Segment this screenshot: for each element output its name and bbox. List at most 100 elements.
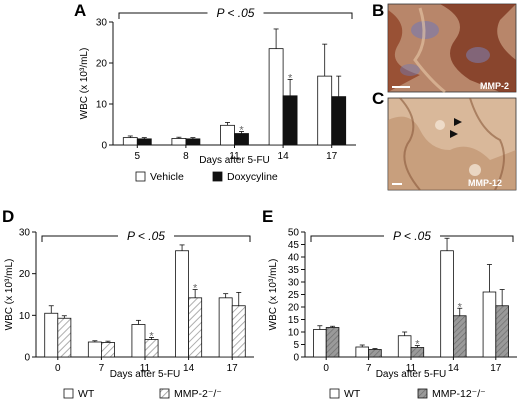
bar xyxy=(397,335,412,358)
micrograph-c: MMP-12 xyxy=(387,97,517,191)
significance-label: P < .05 xyxy=(393,229,431,243)
x-tick-label: 8 xyxy=(183,151,189,162)
bar xyxy=(44,312,59,358)
y-axis-label: WBC (x 10³/mL) xyxy=(79,48,90,120)
panel-letter-E: E xyxy=(262,207,273,226)
x-tick-label: 0 xyxy=(55,363,61,374)
y-tick-label: 40 xyxy=(288,253,300,264)
y-tick-label: 20 xyxy=(288,303,300,314)
micrograph-c-label: MMP-12 xyxy=(468,178,502,188)
x-tick-label: 11 xyxy=(140,363,151,374)
x-tick-label: 17 xyxy=(227,363,239,374)
x-tick-label: 11 xyxy=(406,363,417,374)
y-tick-label: 20 xyxy=(19,269,31,280)
bar xyxy=(325,327,340,358)
bar xyxy=(317,75,333,146)
x-tick-label: 5 xyxy=(135,151,141,162)
x-tick-label: 17 xyxy=(490,363,502,374)
y-tick-label: 10 xyxy=(288,328,300,339)
x-tick-label: 14 xyxy=(448,363,460,374)
legend-label: MMP-2⁻/⁻ xyxy=(174,388,222,400)
significance-label: P < .05 xyxy=(127,229,165,243)
legend-label: WT xyxy=(344,388,361,400)
significance-label-bg xyxy=(118,229,174,243)
bar xyxy=(495,305,509,358)
significance-star: * xyxy=(288,72,293,84)
micrograph-b-label: MMP-2 xyxy=(480,81,509,91)
significance-label-bg xyxy=(207,6,264,20)
x-tick-label: 0 xyxy=(323,363,329,374)
x-axis-label: Days after 5-FU xyxy=(199,155,270,166)
y-tick-label: 50 xyxy=(288,228,300,239)
significance-star: * xyxy=(239,124,244,136)
y-axis-label: WBC (x 10³/mL) xyxy=(4,259,15,331)
bar xyxy=(452,315,467,358)
bar xyxy=(57,317,72,358)
bar xyxy=(131,324,146,358)
y-tick-label: 0 xyxy=(293,353,299,364)
x-tick-label: 7 xyxy=(99,363,105,374)
y-tick-label: 15 xyxy=(288,315,300,326)
legend-swatch xyxy=(212,171,223,182)
micrograph-b: MMP-2 xyxy=(387,3,517,94)
x-axis-label: Days after 5-FU xyxy=(110,369,181,380)
x-tick-label: 7 xyxy=(366,363,372,374)
y-tick-label: 10 xyxy=(19,311,31,322)
x-axis-label: Days after 5-FU xyxy=(376,369,447,380)
y-tick-label: 20 xyxy=(96,59,108,70)
significance-star: * xyxy=(415,339,420,351)
significance-star: * xyxy=(458,301,463,313)
bar xyxy=(482,291,497,358)
bar xyxy=(171,138,187,146)
legend-swatch xyxy=(135,171,146,182)
x-tick-label: 17 xyxy=(326,151,338,162)
significance-label: P < .05 xyxy=(217,6,255,20)
significance-star: * xyxy=(149,330,154,342)
chart-a: 0 10 20 30 WBC (x 10³/mL) 5 8 11 14 17 * * P < .05 Da… xyxy=(79,6,356,183)
bar xyxy=(188,297,203,358)
panel-letter-B: B xyxy=(372,1,384,20)
bar xyxy=(175,250,190,358)
legend-swatch xyxy=(329,388,340,399)
bar xyxy=(101,342,115,358)
bar xyxy=(355,346,370,358)
panel-letter-D: D xyxy=(2,207,14,226)
bar xyxy=(231,305,246,358)
panel-letter-A: A xyxy=(74,1,86,20)
y-axis-label: WBC (x 10³/mL) xyxy=(268,259,279,331)
bar xyxy=(220,124,235,146)
bar xyxy=(313,329,327,358)
bar xyxy=(331,96,347,146)
y-tick-label: 0 xyxy=(24,353,30,364)
legend-swatch xyxy=(63,388,74,399)
legend-swatch xyxy=(417,388,428,399)
bar xyxy=(268,48,284,146)
x-tick-label: 11 xyxy=(229,151,240,162)
y-tick-label: 30 xyxy=(96,18,108,29)
y-tick-label: 30 xyxy=(288,278,300,289)
y-tick-label: 10 xyxy=(96,100,108,111)
y-tick-label: 45 xyxy=(288,240,300,251)
y-tick-label: 5 xyxy=(293,340,299,351)
chart-d: 0 10 20 30 WBC (x 10³/mL) 0 7 11 14 17 * * P < .05 Da… xyxy=(4,228,254,400)
bar xyxy=(218,297,233,358)
legend-label: WT xyxy=(78,388,95,400)
bar xyxy=(122,137,138,146)
y-tick-label: 35 xyxy=(288,265,300,276)
bar xyxy=(282,95,298,146)
x-tick-label: 14 xyxy=(278,151,290,162)
y-tick-label: 25 xyxy=(288,290,300,301)
y-tick-label: 30 xyxy=(19,228,31,239)
significance-label-bg xyxy=(384,229,440,243)
panel-letter-C: C xyxy=(372,89,384,108)
y-tick-label: 0 xyxy=(101,141,107,152)
significance-star: * xyxy=(193,283,198,295)
legend-label: Doxycyline xyxy=(227,171,278,183)
bar xyxy=(368,349,382,358)
bar xyxy=(87,341,102,358)
x-tick-label: 14 xyxy=(183,363,195,374)
bar xyxy=(185,138,201,146)
bar xyxy=(440,250,454,358)
